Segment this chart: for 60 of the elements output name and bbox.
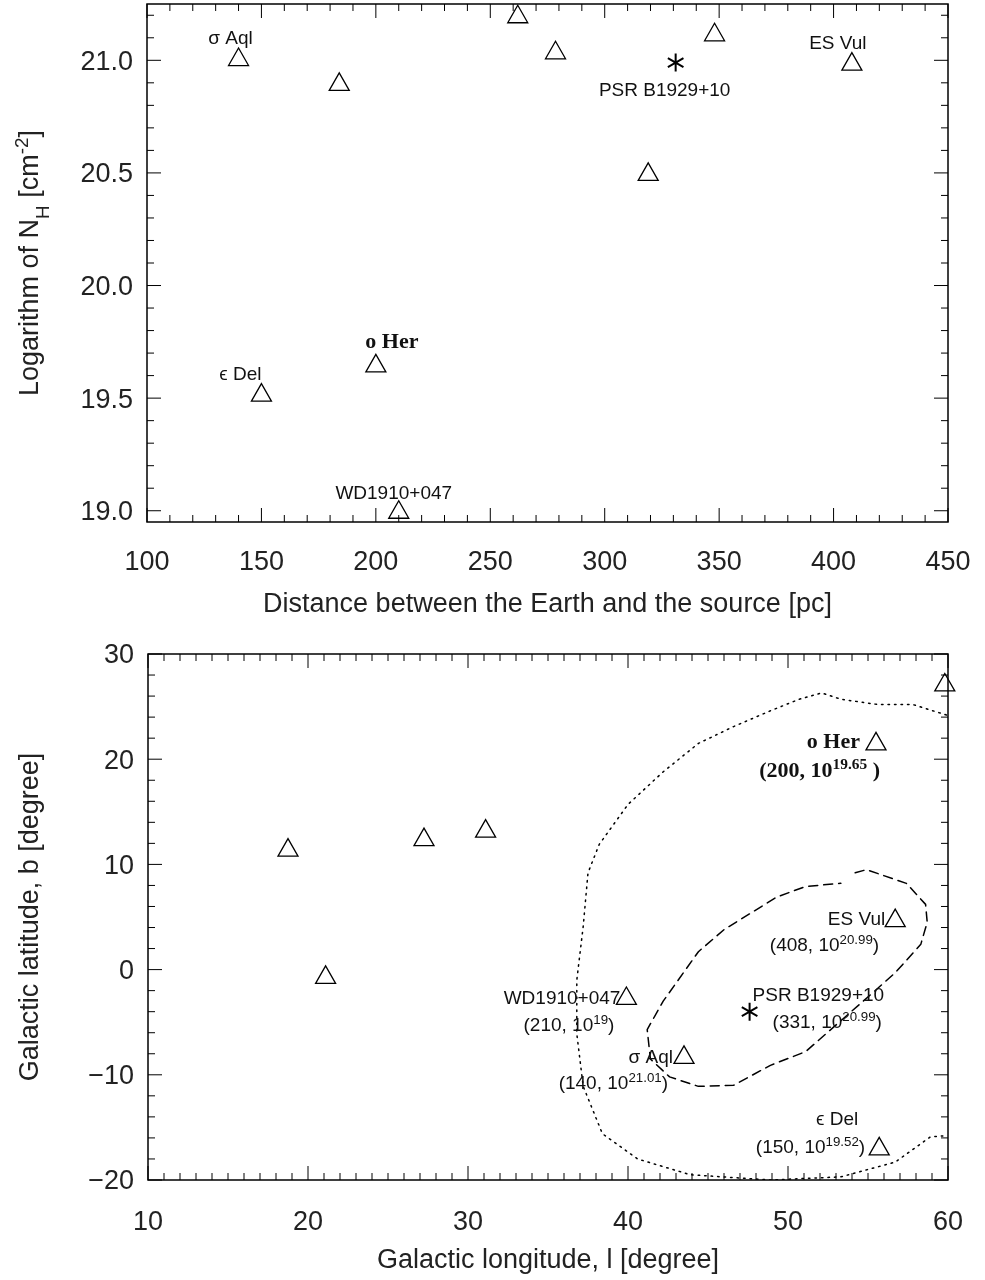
- annotation: PSR B1929+10: [598, 78, 731, 100]
- x-axis-title: Galactic longitude, l [degree]: [376, 1244, 720, 1274]
- point: [314, 965, 337, 985]
- point: [868, 1136, 890, 1156]
- x-tick-label: 250: [467, 546, 513, 576]
- annotation: WD1910+047 (210, 10$^{19}$): [503, 986, 621, 1035]
- point: [703, 22, 726, 42]
- annotation: ES Vul (408, 10$^{20.99}$): [769, 908, 886, 956]
- y-tick-label: 21.0: [80, 45, 133, 76]
- point: [250, 382, 273, 402]
- annotation: ϵ Del (150, 10$^{19.52}$): [755, 1108, 866, 1158]
- y-tick-label: 20.0: [80, 270, 133, 301]
- x-tick-label: 450: [925, 546, 971, 576]
- x-tick-label: 100: [124, 546, 170, 576]
- y-tick-label: 30: [103, 639, 134, 670]
- x-axis-title: Distance between the Earth and the source [pc]: [263, 588, 832, 618]
- point: [637, 162, 659, 182]
- x-tick-label: 200: [353, 546, 399, 576]
- point: [865, 731, 887, 751]
- y-tick-label: 19.5: [80, 383, 133, 414]
- y-tick-label: 19.0: [80, 496, 133, 527]
- annotation: ES Vul: [809, 31, 867, 53]
- x-tick-label: 40: [612, 1206, 644, 1236]
- annotation: o Her: [365, 328, 419, 354]
- x-tick-label: 60: [932, 1206, 964, 1236]
- x-tick-label: 350: [696, 546, 742, 576]
- point: [934, 672, 956, 692]
- x-tick-label: 50: [772, 1206, 804, 1236]
- annotation: PSR B1929+10 (331, 10$^{20.99}$): [752, 983, 885, 1032]
- x-tick-label: 400: [811, 546, 857, 576]
- y-tick-label: 10: [103, 849, 134, 880]
- y-tick-label: 20: [103, 744, 134, 775]
- x-tick-label: 10: [132, 1206, 164, 1236]
- point: [413, 827, 435, 847]
- x-tick-label: 150: [238, 546, 284, 576]
- y-tick-label: −10: [88, 1060, 134, 1091]
- point: [507, 4, 529, 24]
- x-tick-label: 20: [292, 1206, 324, 1236]
- point: [666, 52, 685, 73]
- point: [365, 353, 387, 373]
- annotation: WD1910+047: [335, 481, 453, 503]
- point: [328, 72, 350, 91]
- y-tick-label: −20: [88, 1165, 134, 1196]
- point: [277, 837, 299, 857]
- y-tick-label: 20.5: [80, 158, 133, 189]
- point: [388, 500, 410, 519]
- point: [884, 908, 906, 928]
- annotation: σ Aql: [208, 27, 253, 49]
- point: [544, 40, 567, 60]
- point: [673, 1045, 695, 1065]
- x-tick-label: 30: [452, 1206, 484, 1236]
- y-tick-label: 0: [118, 955, 134, 986]
- annotation: o Her (200, 10$^{19.65}$ ): [759, 728, 880, 783]
- annotation: ϵ Del: [219, 362, 262, 384]
- point: [841, 51, 863, 71]
- y-axis-title: Galactic latitude, b [degree]: [14, 752, 44, 1082]
- x-tick-label: 300: [582, 546, 628, 576]
- point: [227, 47, 250, 67]
- point: [474, 819, 497, 838]
- point: [740, 1001, 759, 1022]
